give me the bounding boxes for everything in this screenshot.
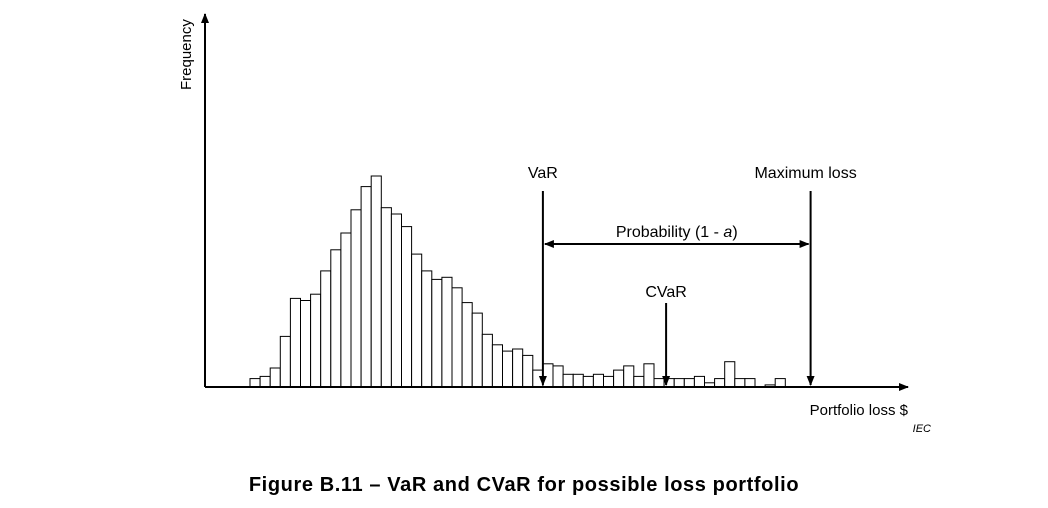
histogram-bar <box>502 350 514 388</box>
histogram-bar <box>411 253 423 388</box>
histogram-bar <box>542 363 554 388</box>
histogram-bar <box>592 373 605 388</box>
histogram-bar <box>269 367 281 388</box>
histogram-bar <box>572 373 584 388</box>
histogram-bar <box>461 302 473 388</box>
histogram-bar <box>491 344 503 388</box>
histogram-bar <box>471 312 483 388</box>
probability-interval-label: Probability (1 - a) <box>616 224 738 241</box>
histogram-bar <box>310 293 322 388</box>
histogram-bar <box>603 375 615 388</box>
histogram-bar <box>714 378 726 388</box>
chart-canvas: Frequency Portfolio loss $ IEC VaR CVaR … <box>178 13 931 435</box>
histogram-bar <box>562 373 574 388</box>
histogram-bar <box>350 209 362 388</box>
histogram-bar <box>481 333 493 388</box>
histogram-bar <box>613 369 625 388</box>
figure-caption: Figure B.11 – VaR and CVaR for possible … <box>248 474 800 496</box>
histogram-bar <box>431 278 443 388</box>
histogram-bar <box>653 378 665 388</box>
histogram-bar <box>552 365 564 388</box>
histogram-bar <box>330 249 342 388</box>
histogram-bar <box>451 287 463 388</box>
histogram-bar <box>512 348 524 388</box>
histogram-bar <box>673 378 685 388</box>
cvar-label: CVaR <box>645 284 687 301</box>
histogram-bar <box>289 297 301 388</box>
histogram-bar <box>441 276 453 388</box>
histogram-bar <box>421 270 433 388</box>
histogram-bar <box>532 369 544 388</box>
histogram-bar <box>683 378 695 388</box>
histogram-bar <box>774 378 786 388</box>
histogram-bar <box>744 378 756 388</box>
histogram-bar <box>380 207 392 388</box>
histogram-bar <box>370 175 382 388</box>
histogram-bar <box>643 363 655 388</box>
histogram-bar <box>300 300 312 388</box>
iec-source-tag: IEC <box>913 423 931 435</box>
histogram-bar <box>734 378 746 388</box>
var-label: VaR <box>528 165 558 182</box>
histogram-bars <box>249 175 786 388</box>
histogram-bar <box>320 270 332 388</box>
y-axis-label: Frequency <box>178 19 195 90</box>
histogram-bar <box>259 375 271 388</box>
probability-label-suffix: ) <box>732 224 737 241</box>
histogram-bar <box>633 375 645 388</box>
histogram-bar <box>401 226 413 388</box>
maximum-loss-label: Maximum loss <box>754 165 856 182</box>
histogram-bar <box>693 375 706 388</box>
histogram-bar <box>390 213 402 388</box>
x-axis-label: Portfolio loss $ <box>810 402 909 419</box>
histogram-bar <box>340 232 352 388</box>
histogram-bar <box>724 361 736 388</box>
histogram-bar <box>623 365 635 388</box>
histogram-bar <box>249 378 261 388</box>
histogram-bar <box>360 186 372 388</box>
histogram-bar <box>582 375 594 388</box>
probability-label-symbol: a <box>723 224 732 241</box>
histogram-bar <box>279 335 291 388</box>
histogram-bar <box>522 354 534 388</box>
probability-label-prefix: Probability (1 - <box>616 224 724 241</box>
